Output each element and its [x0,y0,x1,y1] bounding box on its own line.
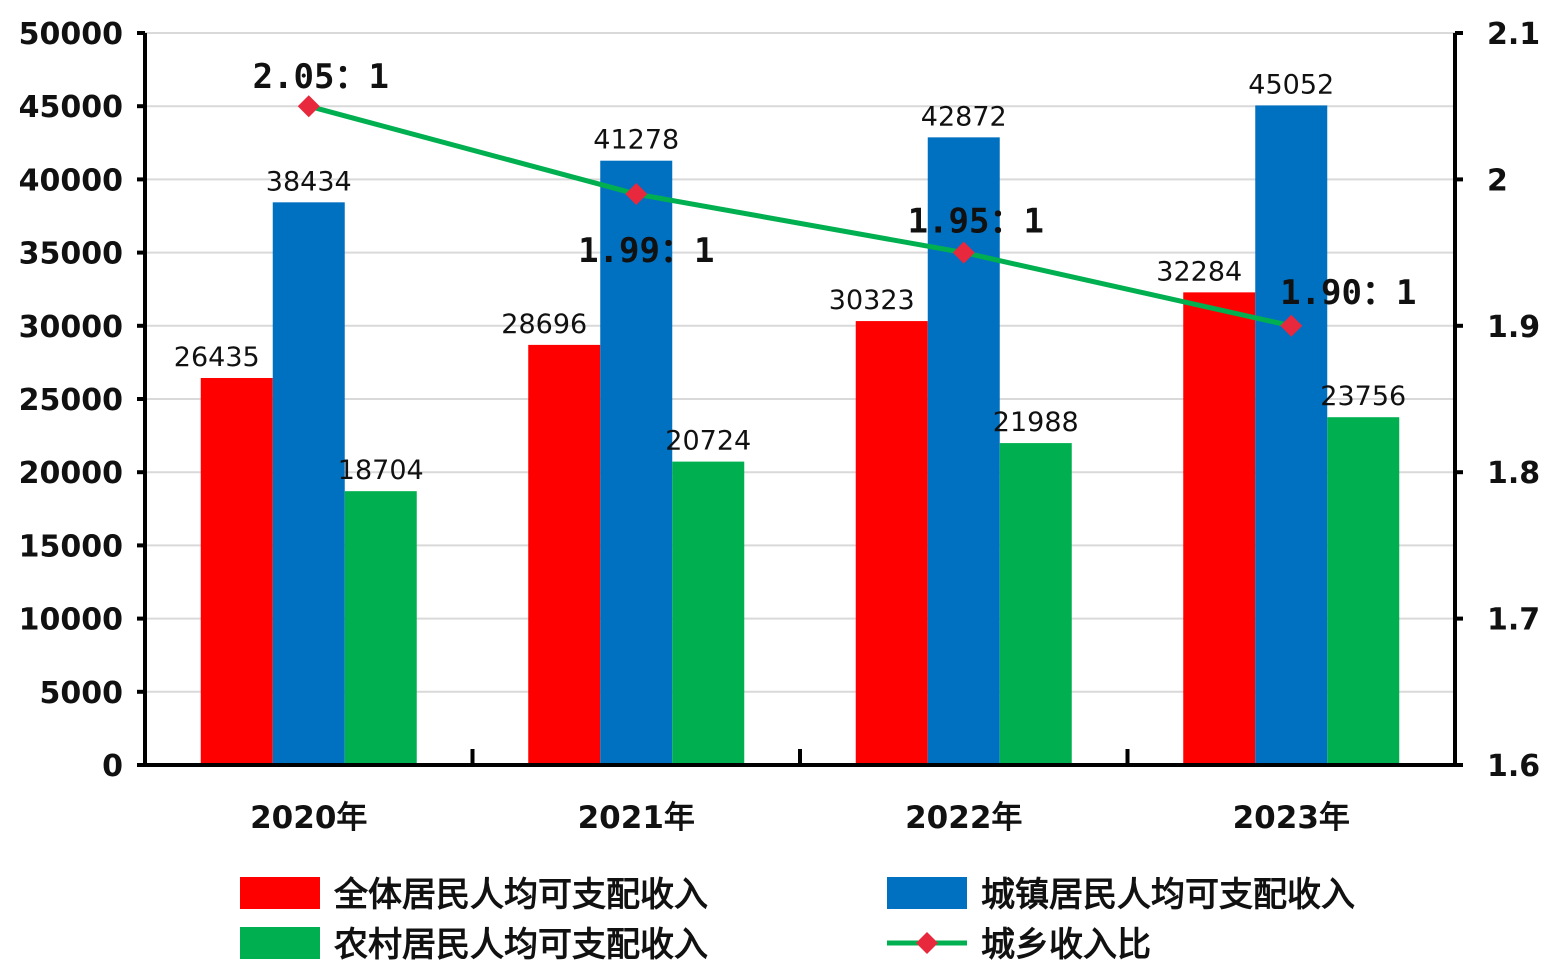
bar [200,377,273,765]
ratio-label: 2.05：1 [253,57,389,97]
left-tick-label: 25000 [19,383,123,418]
bar [528,344,601,765]
bar [999,443,1072,765]
ratio-label: 1.95：1 [908,202,1044,242]
ratio-label: 1.99：1 [578,231,714,271]
ratio-point [297,95,320,118]
bar [272,202,345,765]
legend-marker-swatch [916,932,938,954]
bar [672,461,745,765]
right-tick-label: 1.9 [1487,310,1540,345]
ratio-point [625,183,648,206]
right-tick-label: 1.7 [1487,603,1540,638]
left-tick-label: 15000 [19,529,123,564]
right-tick-label: 2.1 [1487,17,1540,52]
bar-value-label: 38434 [266,166,352,197]
bar-value-label: 41278 [593,125,679,156]
legend-label: 城乡收入比 [981,925,1151,965]
right-tick-label: 2 [1487,163,1508,198]
bars [200,105,1400,766]
left-tick-label: 10000 [19,603,123,638]
bar [1255,105,1328,765]
legend-swatch [887,877,967,909]
bar-value-label: 42872 [921,101,1007,132]
axes: 0 5000 10000 15000 20000 25000 30000 35000 40000… [19,17,1541,836]
left-tick-label: 35000 [19,237,123,272]
left-tick-label: 5000 [40,676,124,711]
ratio-label: 1.90：1 [1280,273,1416,313]
right-tick-label: 1.8 [1487,456,1540,491]
right-tick-label: 1.6 [1487,749,1540,784]
ratio-point [952,241,975,264]
data-labels: 26435 38434 18704 28696 41278 20724 30323 42872… [174,57,1417,486]
ratio-line [297,95,1303,337]
bar [600,160,673,766]
bar-value-label: 45052 [1248,69,1334,100]
legend-label: 城镇居民人均可支配收入 [981,875,1355,915]
bar-value-label: 32284 [1156,256,1242,287]
category-label: 2023年 [1233,800,1350,836]
bar-value-label: 21988 [993,407,1079,438]
bar-value-label: 30323 [829,285,915,316]
category-label: 2020年 [250,800,367,836]
bar [344,491,417,765]
left-tick-label: 45000 [19,90,123,125]
bar [1327,417,1400,765]
ratio-point [1280,314,1303,337]
left-tick-label: 50000 [19,17,123,52]
bar [855,321,928,765]
bar [1183,292,1256,765]
legend-swatch [240,927,320,959]
legend-label: 农村居民人均可支配收入 [334,925,708,965]
left-tick-label: 40000 [19,163,123,198]
left-tick-label: 0 [102,749,123,784]
bar-value-label: 23756 [1320,381,1406,412]
left-tick-label: 20000 [19,456,123,491]
legend-swatch [240,877,320,909]
ratio-line-path [308,103,1292,329]
legend-label: 全体居民人均可支配收入 [333,875,708,915]
left-tick-label: 30000 [19,310,123,345]
bar-value-label: 18704 [338,455,424,486]
bar-value-label: 26435 [174,342,260,373]
category-label: 2022年 [905,800,1022,836]
bar-value-label: 28696 [501,309,587,340]
category-label: 2021年 [578,800,695,836]
bar-value-label: 20724 [665,426,751,457]
